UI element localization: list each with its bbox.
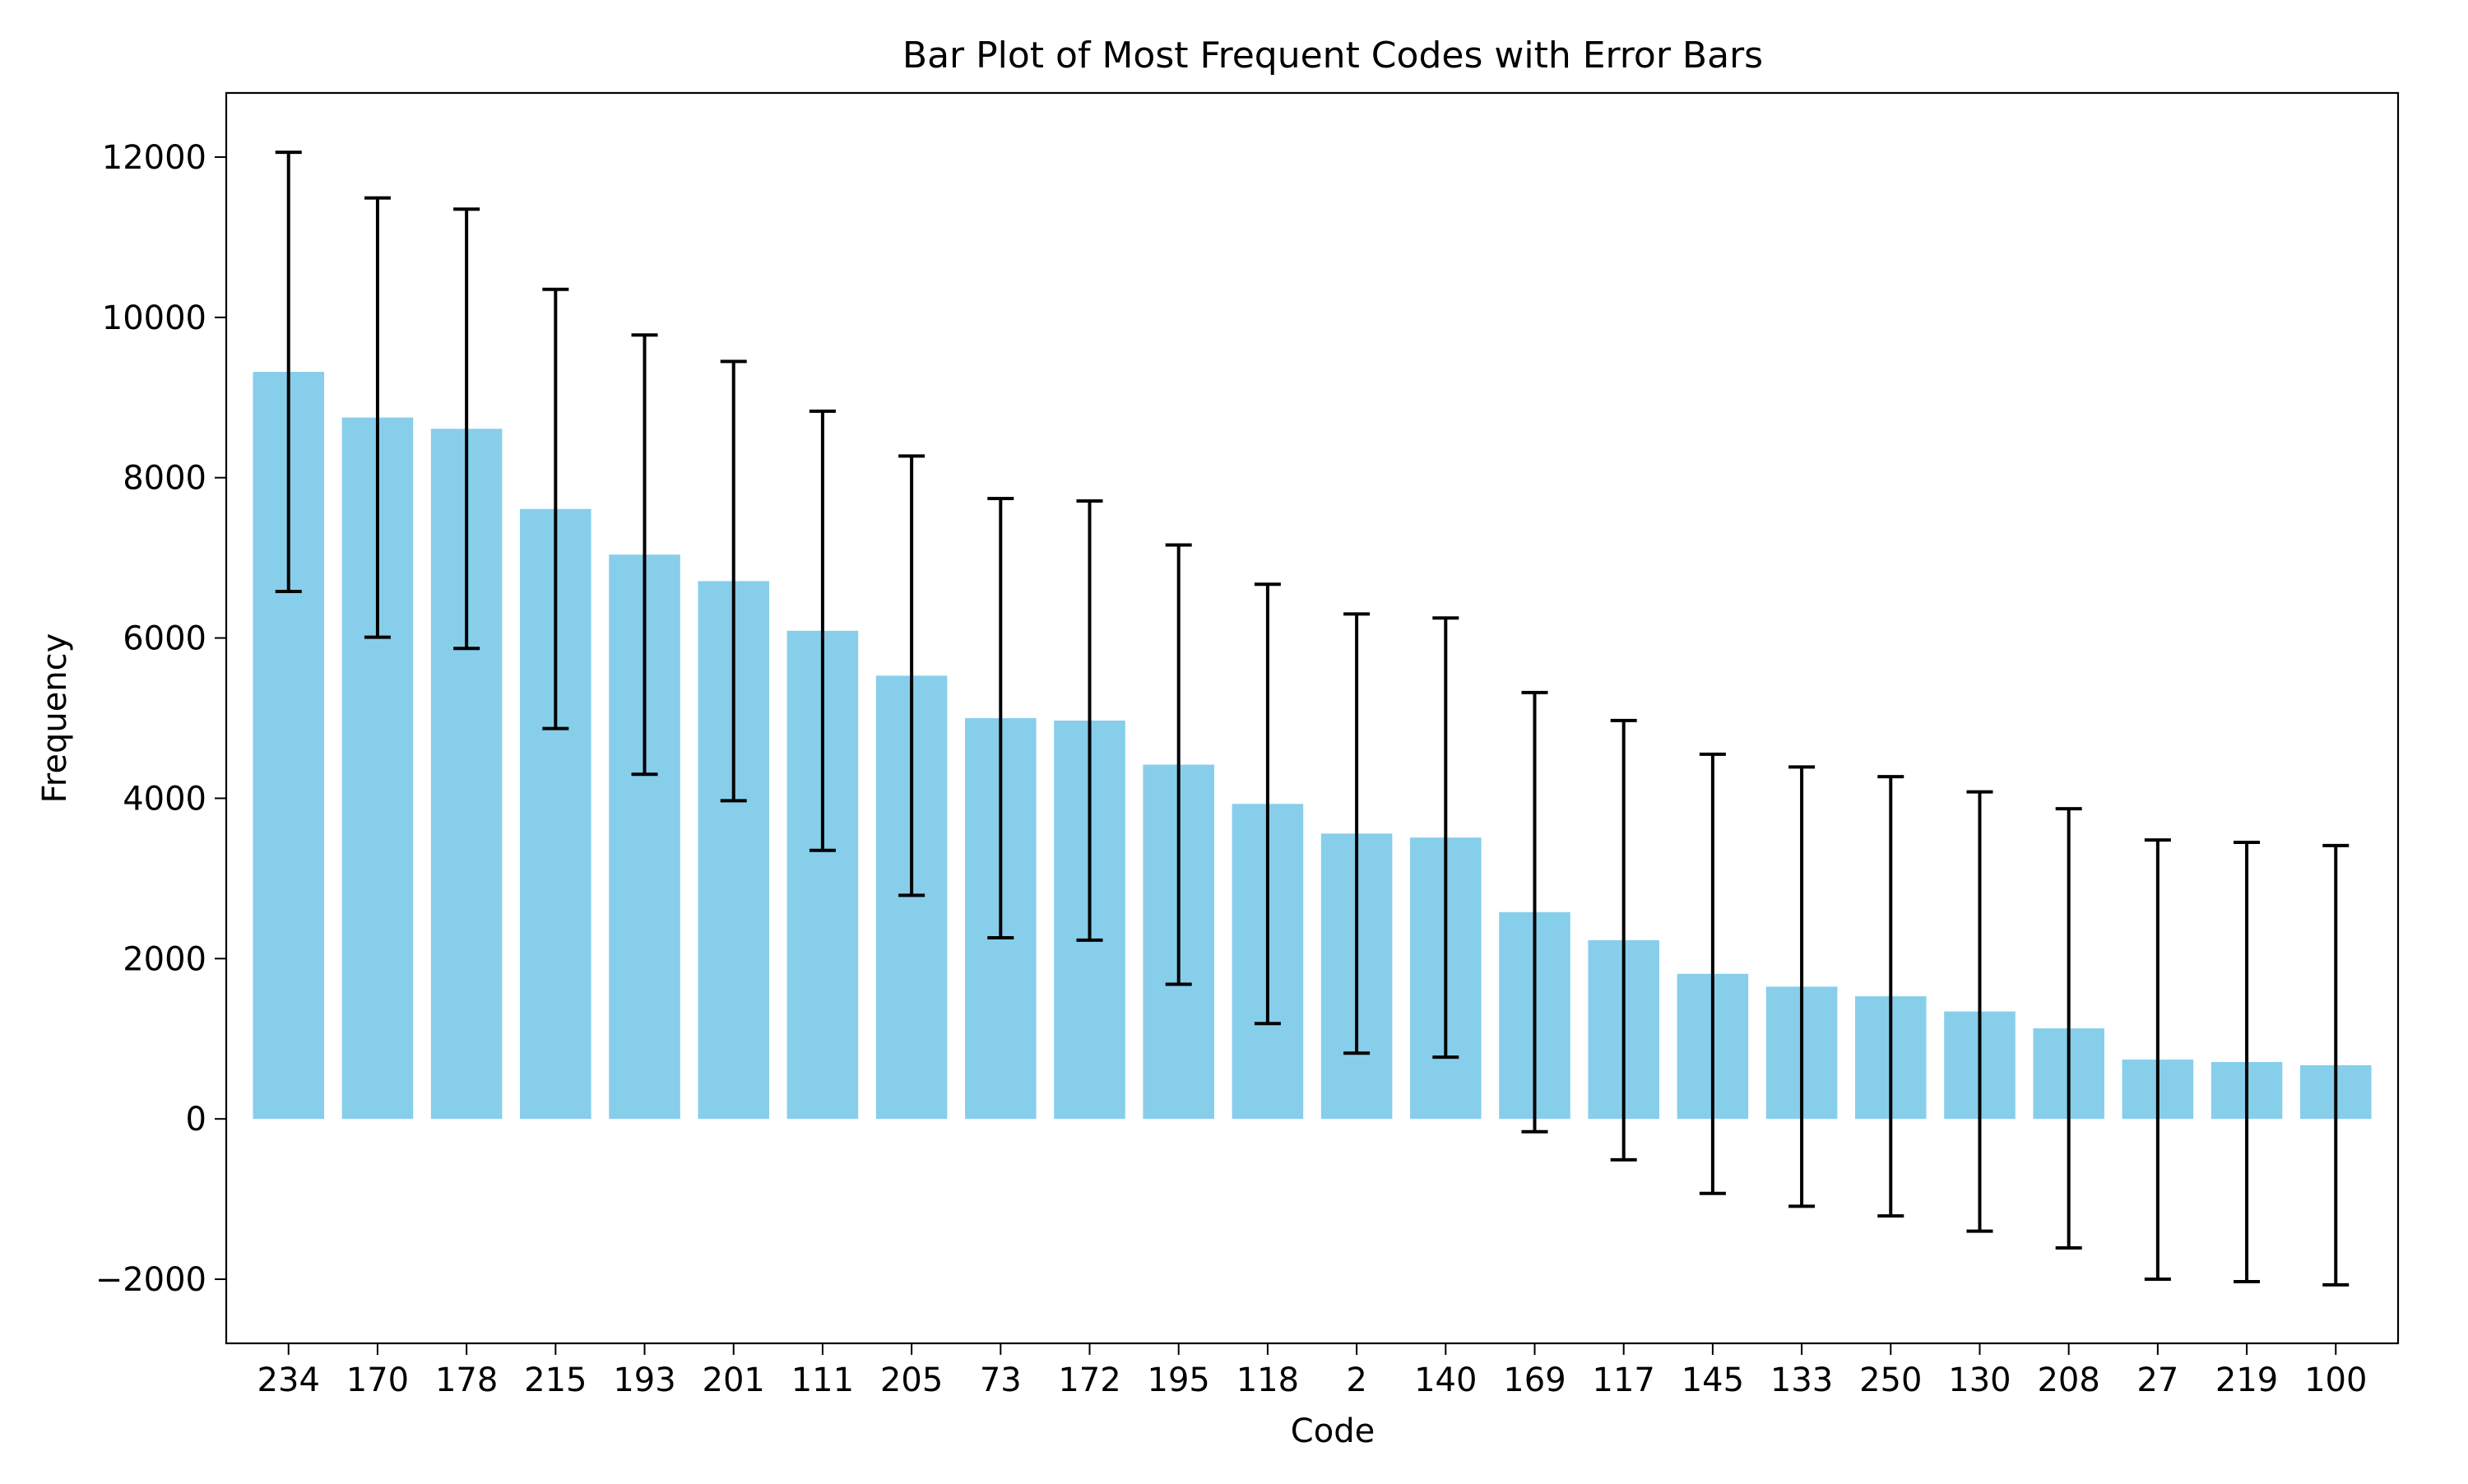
x-tick-label: 172 xyxy=(1058,1361,1120,1399)
x-axis: 234 170 178 215 193 201 111 205 73 172 195 118 2 140 1… xyxy=(257,1343,2367,1399)
y-tick: 4000 xyxy=(123,780,226,818)
x-tick-100: 100 xyxy=(2304,1343,2367,1399)
x-tick-201: 201 xyxy=(703,1343,765,1399)
x-tick-117: 117 xyxy=(1593,1343,1655,1399)
x-tick-27: 27 xyxy=(2136,1343,2178,1399)
error-bar-205 xyxy=(898,454,926,897)
error-bar-140 xyxy=(1432,616,1459,1060)
y-tick-label: 12000 xyxy=(102,139,206,177)
error-bar-208 xyxy=(2055,807,2082,1250)
x-tick-label: 170 xyxy=(346,1361,409,1399)
error-bar-169 xyxy=(1521,690,1548,1134)
error-bar-118 xyxy=(1254,582,1281,1026)
error-bar-219 xyxy=(2234,841,2261,1283)
x-tick-label: 178 xyxy=(435,1361,498,1399)
error-bar-117 xyxy=(1610,718,1637,1162)
error-bar-250 xyxy=(1877,775,1904,1218)
error-bar-201 xyxy=(720,359,747,803)
y-axis: −2000 0 2000 4000 6000 8000 10000 12000 xyxy=(95,139,226,1299)
x-tick-label: 118 xyxy=(1236,1361,1299,1399)
x-tick-145: 145 xyxy=(1682,1343,1744,1399)
error-bar-193 xyxy=(631,333,658,777)
x-tick-215: 215 xyxy=(524,1343,587,1399)
x-tick-172: 172 xyxy=(1058,1343,1121,1399)
x-tick-219: 219 xyxy=(2215,1343,2278,1399)
y-tick-label: 8000 xyxy=(123,460,206,498)
x-tick-label: 100 xyxy=(2304,1361,2367,1399)
y-tick: 8000 xyxy=(123,460,226,498)
x-tick-140: 140 xyxy=(1414,1343,1477,1399)
plot-area-frame xyxy=(225,91,2400,1345)
error-bars-layer xyxy=(275,151,2350,1287)
x-tick-label: 133 xyxy=(1770,1361,1833,1399)
x-tick-label: 219 xyxy=(2215,1361,2278,1399)
x-tick-193: 193 xyxy=(613,1343,676,1399)
error-bar-100 xyxy=(2322,843,2350,1287)
x-tick-label: 2 xyxy=(1346,1361,1366,1399)
error-bar-215 xyxy=(542,287,569,730)
y-tick-label: 2000 xyxy=(123,940,206,978)
x-tick-73: 73 xyxy=(980,1343,1022,1399)
x-tick-label: 140 xyxy=(1414,1361,1477,1399)
x-tick-195: 195 xyxy=(1148,1343,1210,1399)
x-tick-label: 111 xyxy=(791,1361,854,1399)
x-tick-label: 169 xyxy=(1503,1361,1566,1399)
y-tick: 6000 xyxy=(123,620,226,658)
error-bar-172 xyxy=(1076,499,1103,942)
x-tick-133: 133 xyxy=(1770,1343,1833,1399)
error-bar-195 xyxy=(1165,543,1192,986)
y-tick: 12000 xyxy=(102,139,226,177)
x-tick-label: 27 xyxy=(2136,1361,2178,1399)
error-bar-133 xyxy=(1788,765,1816,1208)
x-tick-234: 234 xyxy=(257,1343,320,1399)
error-bar-73 xyxy=(987,497,1014,939)
x-tick-250: 250 xyxy=(1859,1343,1922,1399)
x-tick-label: 130 xyxy=(1948,1361,2011,1399)
x-tick-111: 111 xyxy=(791,1343,854,1399)
error-bar-111 xyxy=(809,409,836,852)
error-bar-145 xyxy=(1699,752,1726,1195)
x-tick-130: 130 xyxy=(1948,1343,2011,1399)
error-bar-27 xyxy=(2144,838,2171,1282)
x-tick-208: 208 xyxy=(2037,1343,2100,1399)
x-axis-label: Code xyxy=(1291,1412,1375,1450)
x-tick-label: 205 xyxy=(880,1361,943,1399)
x-tick-169: 169 xyxy=(1503,1343,1566,1399)
chart-title: Bar Plot of Most Frequent Codes with Err… xyxy=(902,35,1763,77)
error-bar-234 xyxy=(275,151,302,594)
y-tick: 10000 xyxy=(102,299,226,337)
x-tick-label: 195 xyxy=(1148,1361,1210,1399)
y-tick-label: 4000 xyxy=(123,780,206,818)
error-bar-130 xyxy=(1966,790,1993,1233)
bars-layer xyxy=(253,372,2372,1120)
x-tick-178: 178 xyxy=(435,1343,498,1399)
x-tick-170: 170 xyxy=(346,1343,409,1399)
y-tick: 2000 xyxy=(123,940,226,978)
x-tick-label: 201 xyxy=(703,1361,765,1399)
x-tick-2: 2 xyxy=(1346,1343,1367,1399)
x-tick-label: 145 xyxy=(1682,1361,1744,1399)
x-tick-label: 73 xyxy=(980,1361,1022,1399)
error-bar-170 xyxy=(364,196,391,639)
y-tick-label: −2000 xyxy=(95,1261,206,1299)
x-tick-label: 208 xyxy=(2037,1361,2099,1399)
x-tick-label: 250 xyxy=(1859,1361,1922,1399)
error-bar-2 xyxy=(1343,612,1371,1055)
y-tick-label: 10000 xyxy=(102,299,206,337)
y-tick-label: 6000 xyxy=(123,620,206,658)
x-tick-label: 215 xyxy=(524,1361,587,1399)
x-tick-205: 205 xyxy=(880,1343,943,1399)
x-tick-label: 234 xyxy=(257,1361,320,1399)
y-axis-label: Frequency xyxy=(36,633,74,804)
x-tick-label: 117 xyxy=(1593,1361,1655,1399)
y-tick: −2000 xyxy=(95,1261,226,1299)
y-tick-label: 0 xyxy=(186,1101,206,1139)
error-bar-178 xyxy=(453,207,480,651)
x-tick-118: 118 xyxy=(1236,1343,1299,1399)
x-tick-label: 193 xyxy=(613,1361,675,1399)
y-tick: 0 xyxy=(186,1101,226,1139)
